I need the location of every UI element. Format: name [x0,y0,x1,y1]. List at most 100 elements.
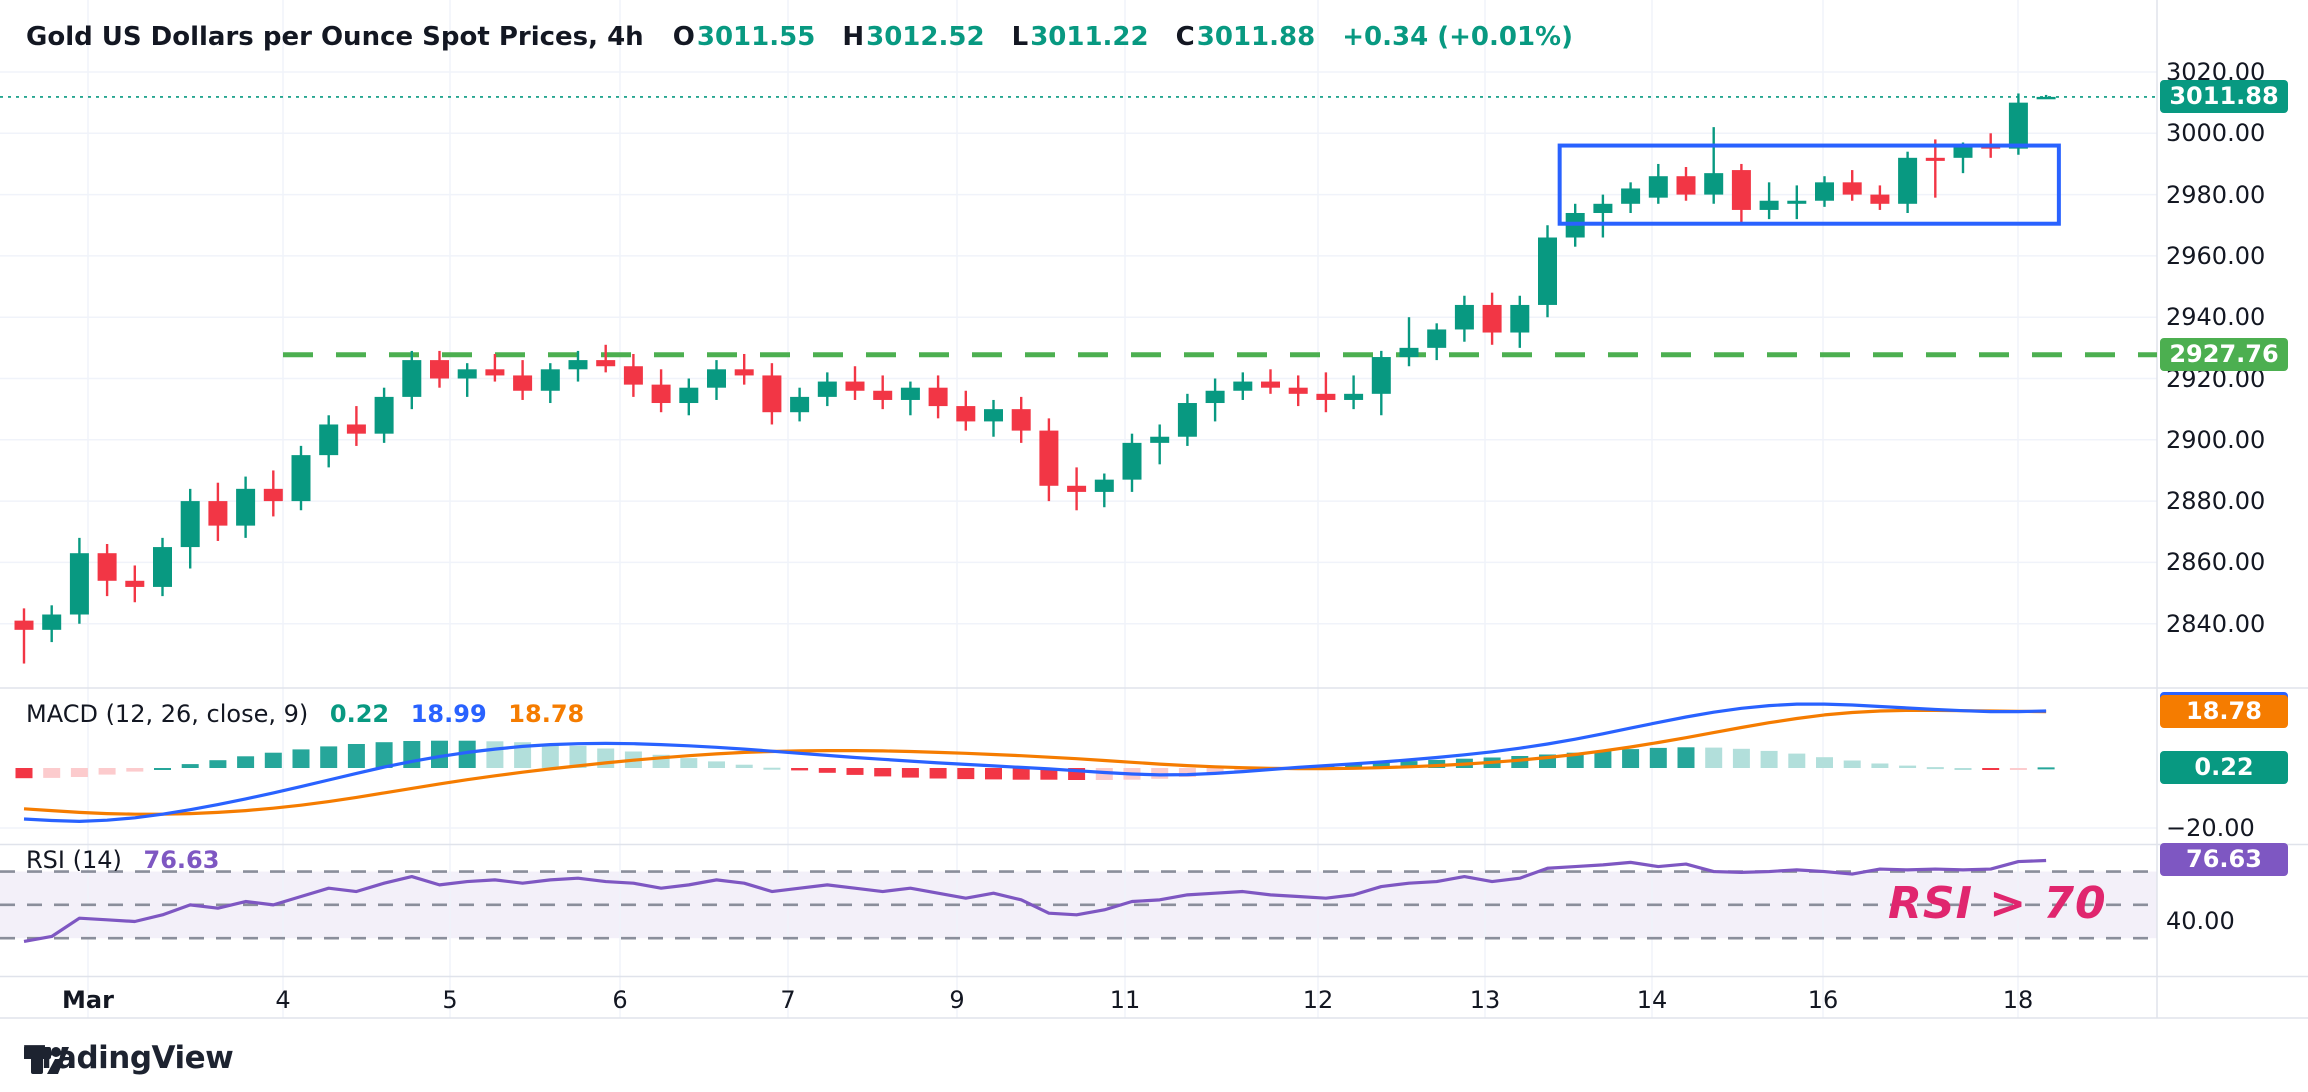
macd-histogram-bar[interactable] [569,745,587,768]
candle-body[interactable] [1454,304,1474,330]
candle-body[interactable] [1427,329,1447,348]
candle-body[interactable] [1925,157,1945,161]
macd-histogram-bar[interactable] [375,742,393,768]
candle-body[interactable] [1122,442,1142,480]
macd-signal-line[interactable] [23,708,2047,816]
consolidation-box[interactable] [1557,143,2061,226]
macd-histogram-bar[interactable] [1428,759,1446,768]
macd-histogram-bar[interactable] [98,768,116,775]
macd-histogram-bar[interactable] [1816,757,1833,768]
rsi-header[interactable]: RSI (14) 76.63 [26,846,233,874]
macd-histogram-bar[interactable] [181,764,199,768]
candle-body[interactable] [623,366,643,385]
macd-histogram-bar[interactable] [458,740,476,768]
candle-body[interactable] [430,360,449,379]
macd-histogram-bar[interactable] [1012,768,1030,780]
candle-body[interactable] [873,390,893,400]
macd-histogram-bar[interactable] [1732,748,1750,768]
macd-histogram-bar[interactable] [431,740,448,768]
candle-body[interactable] [2036,96,2056,100]
macd-histogram-bar[interactable] [957,768,975,780]
macd-histogram-bar[interactable] [1899,765,1917,768]
candle-body[interactable] [928,387,948,407]
candle-body[interactable] [540,369,560,391]
macd-histogram-bar[interactable] [486,741,504,768]
candle-body[interactable] [97,553,117,581]
candle-body[interactable] [1898,157,1918,204]
candle-body[interactable] [208,501,228,526]
candle-body[interactable] [817,381,837,397]
candle-body[interactable] [1039,430,1059,486]
candle-body[interactable] [1205,390,1225,404]
macd-line[interactable] [23,702,2047,824]
candle-body[interactable] [596,360,616,367]
macd-histogram-bar[interactable] [1234,768,1252,772]
macd-histogram-bar[interactable] [1206,768,1224,775]
macd-histogram-bar[interactable] [2037,767,2055,770]
macd-histogram-bar[interactable] [43,768,61,778]
candle-body[interactable] [984,409,1003,422]
macd-histogram-bar[interactable] [514,742,532,768]
macd-histogram-bar[interactable] [209,760,227,768]
symbol-header[interactable]: Gold US Dollars per Ounce Spot Prices, 4… [26,22,1591,52]
macd-header[interactable]: MACD (12, 26, close, 9) 0.22 18.99 18.78 [26,700,598,728]
macd-histogram-bar[interactable] [1677,747,1695,768]
macd-histogram-bar[interactable] [985,768,1002,780]
candle-body[interactable] [1510,304,1530,333]
candle-body[interactable] [1233,381,1253,391]
macd-histogram-bar[interactable] [15,768,33,779]
candle-body[interactable] [2008,102,2028,149]
candle-body[interactable] [956,406,976,422]
macd-histogram-bar[interactable] [264,752,282,768]
macd-histogram-bar[interactable] [1649,747,1667,768]
macd-histogram-bar[interactable] [1843,760,1861,769]
candle-body[interactable] [1759,200,1779,210]
macd-histogram-bar[interactable] [1345,763,1363,769]
macd-histogram-bar[interactable] [846,768,864,775]
macd-histogram-bar[interactable] [1178,768,1196,777]
macd-histogram-bar[interactable] [126,768,144,772]
candle-body[interactable] [1316,393,1336,400]
candle-body[interactable] [651,384,671,404]
macd-histogram-bar[interactable] [735,764,753,768]
candle-body[interactable] [1177,403,1197,437]
candle-body[interactable] [790,396,810,413]
candle-body[interactable] [513,375,533,391]
candle-body[interactable] [69,553,89,615]
candle-body[interactable] [1953,145,1973,158]
candle-body[interactable] [374,396,394,434]
candle-body[interactable] [707,369,726,388]
candle-body[interactable] [153,547,172,587]
candle-body[interactable] [1538,237,1557,305]
candle-body[interactable] [263,488,283,502]
candle-body[interactable] [568,360,588,370]
macd-histogram-bar[interactable] [1400,761,1418,768]
candle-body[interactable] [1344,393,1364,400]
candle-body[interactable] [762,375,782,413]
macd-histogram-bar[interactable] [292,749,310,768]
candle-body[interactable] [1288,387,1308,394]
macd-histogram-bar[interactable] [680,758,698,768]
candle-body[interactable] [1787,200,1807,204]
macd-histogram-bar[interactable] [1622,749,1640,768]
macd-histogram-bar[interactable] [708,761,725,768]
macd-histogram-bar[interactable] [1372,762,1390,768]
candle-body[interactable] [1067,485,1087,492]
candle-body[interactable] [1676,176,1696,195]
macd-histogram-bar[interactable] [1954,768,1972,770]
candle-body[interactable] [900,387,920,400]
candle-body[interactable] [125,580,145,587]
candle-body[interactable] [1011,409,1031,431]
candle-body[interactable] [291,455,311,502]
candle-body[interactable] [1870,194,1890,204]
candle-body[interactable] [1261,381,1280,388]
macd-histogram-bar[interactable] [1705,747,1723,768]
candle-body[interactable] [42,614,62,630]
candle-body[interactable] [1621,188,1641,204]
candle-body[interactable] [346,424,366,434]
candle-body[interactable] [402,360,422,397]
macd-histogram-bar[interactable] [763,767,781,770]
candle-body[interactable] [1731,170,1751,210]
macd-histogram-bar[interactable] [347,744,365,768]
